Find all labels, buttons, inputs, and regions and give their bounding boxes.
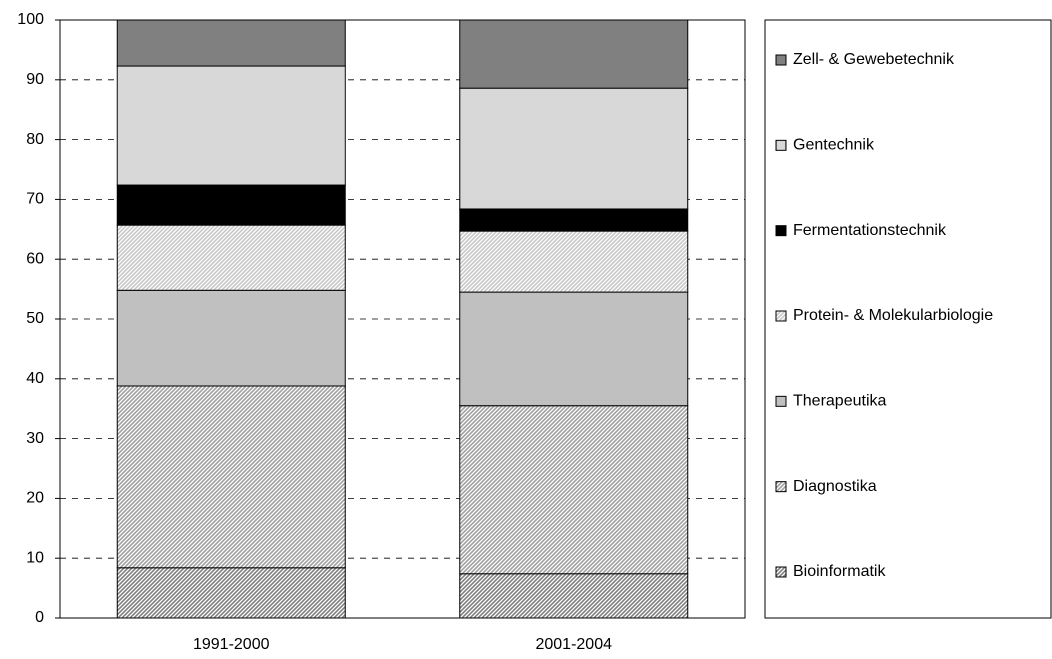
bar-segment [459, 291, 689, 407]
y-tick-label: 20 [26, 490, 44, 507]
legend-swatch [775, 54, 787, 66]
y-tick-label: 70 [26, 191, 44, 208]
bar-segment [459, 230, 689, 293]
legend-swatch [775, 395, 787, 407]
legend-swatch [775, 225, 787, 237]
legend-swatch [775, 310, 787, 322]
bar-segment [116, 289, 346, 387]
bar-segment [116, 567, 346, 619]
legend-swatch [775, 139, 787, 151]
bar-segment [459, 208, 689, 232]
y-tick-label: 80 [26, 131, 44, 148]
legend-label: Protein- & Molekularbiologie [793, 307, 993, 324]
bar-segment [116, 19, 346, 67]
legend-label: Gentechnik [793, 137, 875, 154]
y-tick-label: 100 [17, 11, 44, 28]
y-tick-label: 10 [26, 549, 44, 566]
legend-label: Bioinformatik [793, 563, 886, 580]
legend-label: Zell- & Gewebetechnik [793, 51, 955, 68]
x-tick-label: 2001-2004 [535, 636, 612, 653]
y-tick-label: 90 [26, 71, 44, 88]
x-tick-label: 1991-2000 [193, 636, 270, 653]
y-tick-label: 0 [35, 609, 44, 626]
legend-label: Fermentationstechnik [793, 222, 947, 239]
bar-segment [116, 224, 346, 291]
y-tick-label: 30 [26, 430, 44, 447]
bar-segment [459, 573, 689, 619]
legend-swatch [775, 481, 787, 493]
bar-segment [459, 19, 689, 89]
y-tick-label: 40 [26, 370, 44, 387]
bar-segment [459, 87, 689, 210]
legend-box [764, 19, 1052, 619]
y-tick-label: 50 [26, 310, 44, 327]
y-tick-label: 60 [26, 250, 44, 267]
bar-segment [116, 65, 346, 186]
legend-label: Diagnostika [793, 478, 877, 495]
bar-segment [459, 405, 689, 575]
legend-swatch [775, 566, 787, 578]
legend-label: Therapeutika [793, 393, 886, 410]
bar-segment [116, 385, 346, 569]
bar-segment [116, 184, 346, 226]
